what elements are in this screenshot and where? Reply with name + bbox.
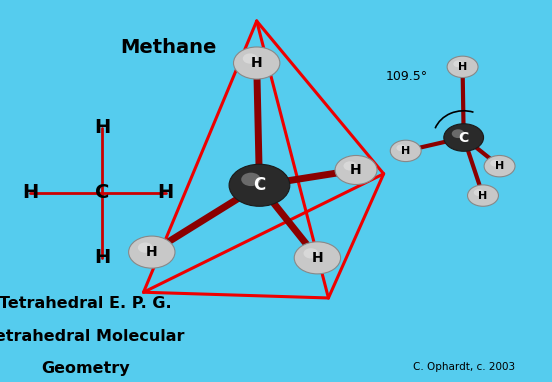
Text: H: H <box>157 183 174 202</box>
Circle shape <box>335 155 377 185</box>
Circle shape <box>390 140 421 162</box>
Circle shape <box>229 164 290 206</box>
Circle shape <box>453 60 463 67</box>
Circle shape <box>447 56 478 78</box>
Text: C: C <box>95 183 109 202</box>
Text: H: H <box>251 56 263 70</box>
Text: C: C <box>253 176 266 194</box>
Circle shape <box>452 129 464 138</box>
Circle shape <box>233 47 280 79</box>
Text: H: H <box>94 118 110 138</box>
Text: H: H <box>311 251 323 265</box>
Circle shape <box>490 160 500 167</box>
Circle shape <box>243 53 258 64</box>
Text: H: H <box>94 248 110 267</box>
Text: Tetrahedral E. P. G.: Tetrahedral E. P. G. <box>0 296 172 311</box>
Text: H: H <box>495 161 504 171</box>
Circle shape <box>294 242 341 274</box>
Text: H: H <box>458 62 467 72</box>
Circle shape <box>138 243 153 253</box>
Circle shape <box>241 173 261 186</box>
Circle shape <box>444 124 484 151</box>
Circle shape <box>129 236 175 268</box>
Text: H: H <box>146 245 158 259</box>
Circle shape <box>304 248 319 259</box>
Text: H: H <box>401 146 410 156</box>
Text: 109.5°: 109.5° <box>385 70 427 83</box>
Circle shape <box>484 155 515 177</box>
Text: C. Ophardt, c. 2003: C. Ophardt, c. 2003 <box>412 363 515 372</box>
Circle shape <box>474 189 484 196</box>
Circle shape <box>343 161 357 171</box>
Circle shape <box>396 144 406 151</box>
Text: H: H <box>350 163 362 177</box>
Text: Geometry: Geometry <box>41 361 130 376</box>
Circle shape <box>468 185 498 206</box>
Text: Methane: Methane <box>120 38 216 57</box>
Text: H: H <box>479 191 487 201</box>
Text: Tetrahedral Molecular: Tetrahedral Molecular <box>0 329 185 344</box>
Text: C: C <box>459 131 469 144</box>
Text: H: H <box>22 183 39 202</box>
